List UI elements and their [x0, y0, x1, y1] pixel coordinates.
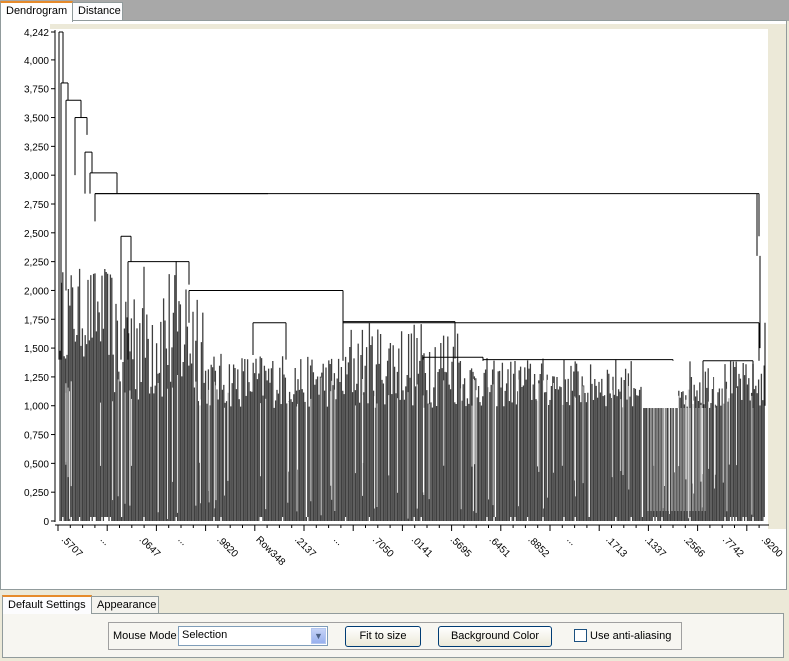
y-tick-label: 3,000: [24, 171, 49, 182]
tab-default-settings[interactable]: Default Settings: [2, 595, 92, 614]
mouse-mode-select[interactable]: Selection ▼: [178, 626, 328, 646]
y-axis: 0 0,250 0,500 0,750 1,000 1,250 1,500 1,750 2,00…: [24, 28, 56, 528]
y-tick-label: 0,500: [24, 459, 49, 470]
background-color-button[interactable]: Background Color: [438, 626, 552, 647]
y-tick-label: 0,250: [24, 488, 49, 499]
plot-right-edge: [768, 24, 786, 529]
fit-to-size-button[interactable]: Fit to size: [345, 626, 421, 647]
anti-aliasing-label: Use anti-aliasing: [590, 630, 672, 642]
y-tick-label: 2,500: [24, 229, 49, 240]
tab-dendrogram-label: Dendrogram: [6, 5, 68, 17]
dendrogram-tree: [58, 31, 766, 521]
y-tick-label: 1,750: [24, 315, 49, 326]
settings-group: [108, 622, 682, 650]
y-tick-label: 0: [43, 517, 49, 528]
y-tick-label: 4,242: [24, 28, 49, 39]
tab-appearance[interactable]: Appearance: [91, 596, 159, 615]
chevron-down-icon[interactable]: ▼: [311, 628, 326, 644]
tab-default-settings-label: Default Settings: [8, 599, 86, 611]
y-tick-label: 3,500: [24, 114, 49, 125]
y-tick-label: 4,000: [24, 56, 49, 67]
anti-aliasing-checkbox[interactable]: [574, 629, 587, 642]
dendrogram-chart[interactable]: 0 0,250 0,500 0,750 1,000 1,250 1,500 1,750 2,00…: [3, 24, 786, 589]
tab-dendrogram[interactable]: Dendrogram: [0, 1, 73, 22]
y-tick-label: 1,250: [24, 373, 49, 384]
y-tick-label: 0,750: [24, 431, 49, 442]
plot-top-edge: [50, 24, 768, 29]
tab-distance[interactable]: Distance: [72, 2, 123, 20]
y-tick-label: 3,750: [24, 85, 49, 96]
y-tick-label: 2,250: [24, 258, 49, 269]
tab-distance-label: Distance: [78, 5, 121, 17]
mouse-mode-label: Mouse Mode: [113, 630, 177, 642]
y-tick-label: 3,250: [24, 142, 49, 153]
view-tab-strip: [0, 0, 789, 21]
mouse-mode-value: Selection: [182, 629, 228, 641]
y-tick-label: 2,750: [24, 200, 49, 211]
y-tick-label: 1,000: [24, 402, 49, 413]
tab-appearance-label: Appearance: [97, 599, 157, 611]
y-tick-label: 1,500: [24, 344, 49, 355]
y-tick-label: 2,000: [24, 286, 49, 297]
